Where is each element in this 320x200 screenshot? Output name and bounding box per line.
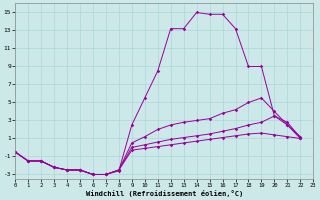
X-axis label: Windchill (Refroidissement éolien,°C): Windchill (Refroidissement éolien,°C) [85, 190, 243, 197]
